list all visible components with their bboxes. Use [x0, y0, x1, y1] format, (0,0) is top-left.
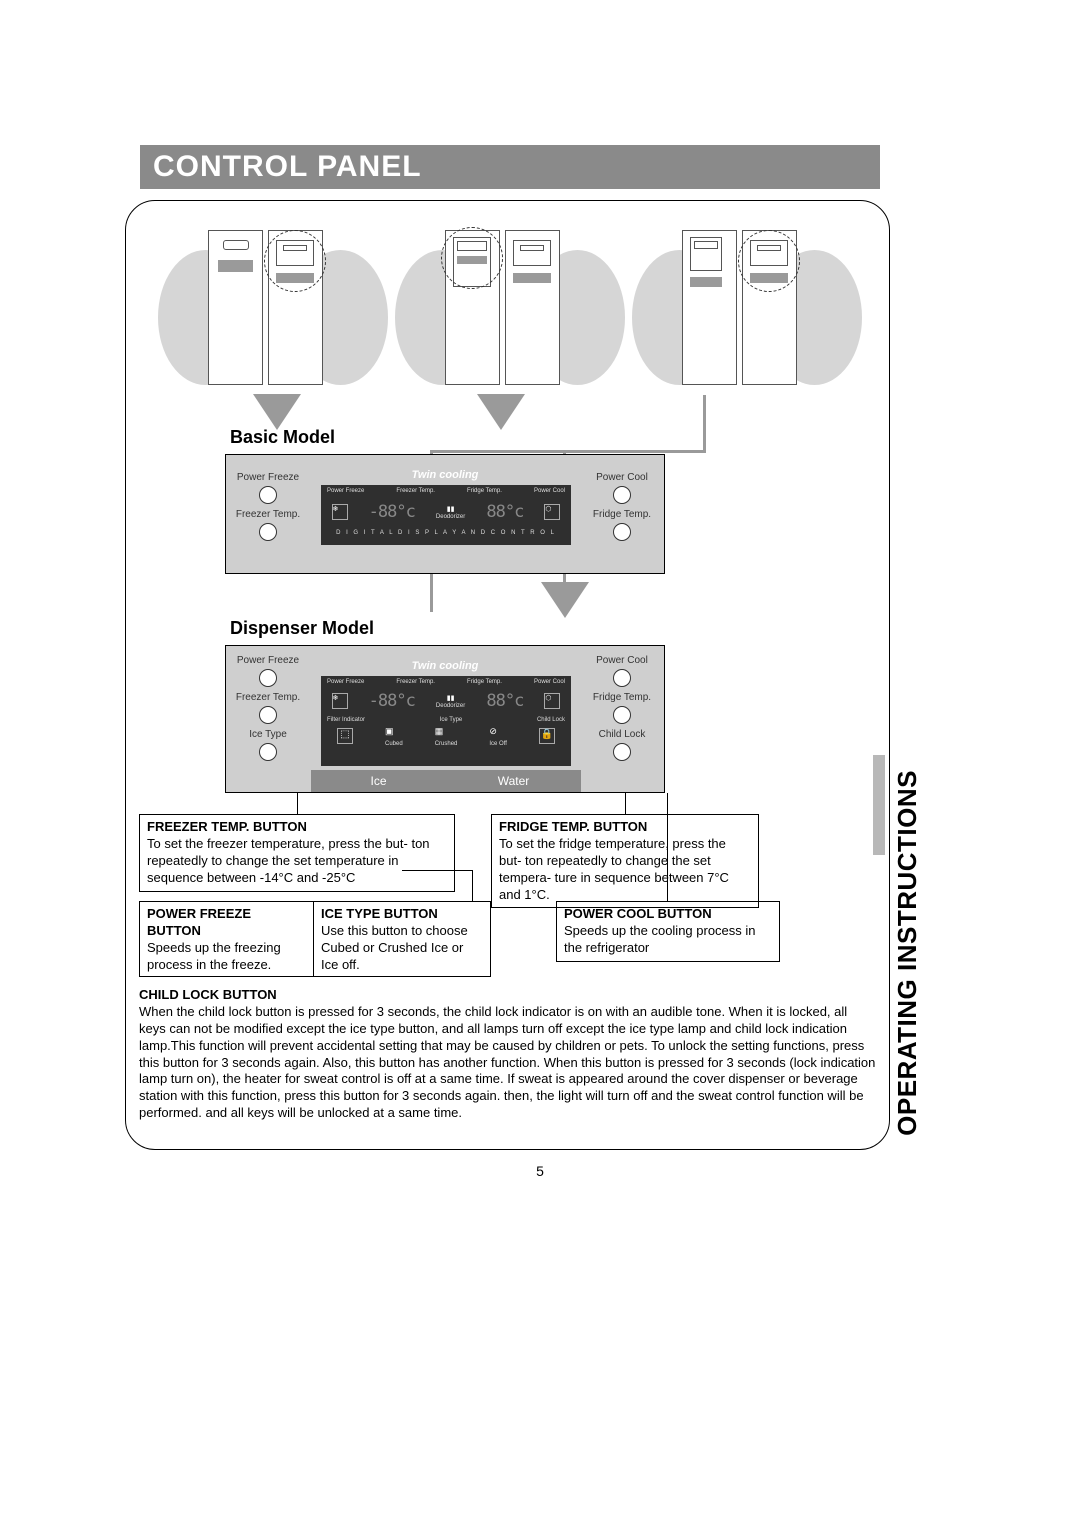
screen-power-freeze: Power Freeze: [327, 488, 364, 494]
box-title: FREEZER TEMP. BUTTON: [147, 819, 447, 836]
digital-display-label: D I G I T A L D I S P L A Y A N D C O N …: [321, 530, 571, 536]
screen-power-cool: Power Cool: [534, 679, 565, 685]
freezer-temp-label: Freezer Temp.: [232, 692, 304, 703]
filter-icon: ⬚: [337, 728, 353, 744]
box-title: CHILD LOCK BUTTON: [139, 987, 877, 1004]
ice-type-label: Ice Type: [232, 729, 304, 740]
screen-power-freeze: Power Freeze: [327, 679, 364, 685]
arrow-down-icon: [477, 394, 525, 430]
fridge-temp-box: FRIDGE TEMP. BUTTON To set the fridge te…: [491, 814, 759, 908]
snowflake-icon: ❄: [332, 693, 348, 709]
power-cool-box: POWER COOL BUTTON Speeds up the cooling …: [556, 901, 780, 962]
fridge-illustration-row: [155, 215, 865, 395]
screen-freezer-temp: Freezer Temp.: [396, 488, 435, 494]
page-number: 5: [0, 1163, 1080, 1179]
child-lock-button[interactable]: [613, 743, 631, 761]
basic-control-panel: Power Freeze Freezer Temp. Power Cool Fr…: [225, 454, 665, 574]
snowflake-icon: ❄: [332, 504, 348, 520]
cool-icon: ⬡: [544, 504, 560, 520]
box-title: ICE TYPE BUTTON: [321, 906, 483, 923]
box-title: POWER COOL BUTTON: [564, 906, 772, 923]
freezer-temp-button[interactable]: [259, 523, 277, 541]
cubed-icon: ▣Cubed: [385, 726, 403, 747]
fridge-temp-label: Fridge Temp.: [586, 692, 658, 703]
box-body: To set the fridge temperature, press the…: [499, 836, 729, 902]
freezer-temp-button[interactable]: [259, 706, 277, 724]
box-title: FRIDGE TEMP. BUTTON: [499, 819, 751, 836]
dispenser-control-panel: Power Freeze Freezer Temp. Ice Type Powe…: [225, 645, 665, 793]
fridge-basic-icon: [168, 215, 378, 395]
basic-model-label: Basic Model: [230, 427, 335, 448]
box-body: When the child lock button is pressed fo…: [139, 1004, 875, 1120]
screen-fridge-temp: Fridge Temp.: [467, 679, 502, 685]
deodorizer-icon: ▮▮Deodorizer: [436, 694, 465, 709]
freezer-temp-label: Freezer Temp.: [232, 509, 304, 520]
fridge-value: 88°c: [486, 502, 523, 522]
screen-fridge-temp: Fridge Temp.: [467, 488, 502, 494]
freezer-value: -88°c: [369, 502, 415, 522]
ice-type-box: ICE TYPE BUTTON Use this button to choos…: [313, 901, 491, 977]
dispenser-display-screen: Power Freeze Freezer Temp. Fridge Temp. …: [321, 676, 571, 766]
child-lock-box: CHILD LOCK BUTTON When the child lock bu…: [139, 987, 877, 1122]
arrow-down-icon: [253, 394, 301, 430]
arrow-down-icon: [541, 582, 589, 618]
twin-cooling-label: Twin cooling: [226, 660, 664, 672]
child-lock-label: Child Lock: [586, 729, 658, 740]
box-body: Speeds up the freezing process in the fr…: [147, 940, 281, 972]
power-freeze-box: POWER FREEZE BUTTON Speeds up the freezi…: [139, 901, 314, 977]
freezer-value: -88°c: [369, 691, 415, 711]
box-body: To set the freezer temperature, press th…: [147, 836, 430, 885]
ice-type-button[interactable]: [259, 743, 277, 761]
freezer-temp-box: FREEZER TEMP. BUTTON To set the freezer …: [139, 814, 455, 892]
connector-line: [667, 793, 668, 901]
basic-display-screen: Power Freeze Freezer Temp. Fridge Temp. …: [321, 485, 571, 545]
fridge-temp-button[interactable]: [613, 523, 631, 541]
fridge-temp-button[interactable]: [613, 706, 631, 724]
box-body: Use this button to choose Cubed or Crush…: [321, 923, 468, 972]
screen-child-lock: Child Lock: [537, 717, 565, 723]
connector-line: [472, 870, 473, 901]
water-label: Water: [446, 770, 581, 792]
lock-icon: 🔒: [539, 728, 555, 744]
fridge-temp-label: Fridge Temp.: [586, 509, 658, 520]
screen-filter: Filter Indicator: [327, 717, 365, 723]
page-title: CONTROL PANEL: [153, 150, 422, 184]
box-body: Speeds up the cooling process in the ref…: [564, 923, 756, 955]
ice-water-bar: Ice Water: [311, 770, 581, 792]
cool-icon: ⬡: [544, 693, 560, 709]
ice-off-icon: ⊘Ice Off: [489, 726, 507, 747]
connector-line: [402, 870, 472, 871]
fridge-display-icon: [642, 215, 852, 395]
deodorizer-icon: ▮▮Deodorizer: [436, 505, 465, 520]
arrow-shaft: [703, 395, 706, 453]
twin-cooling-label: Twin cooling: [226, 469, 664, 481]
dispenser-model-label: Dispenser Model: [230, 618, 374, 639]
power-cool-button[interactable]: [613, 486, 631, 504]
fridge-value: 88°c: [486, 691, 523, 711]
arrow-shaft: [432, 450, 706, 453]
ice-label: Ice: [311, 770, 446, 792]
side-tab-label: OPERATING INSTRUCTIONS: [892, 770, 923, 1136]
screen-ice-type: Ice Type: [440, 717, 463, 723]
box-title: POWER FREEZE BUTTON: [147, 906, 306, 940]
title-bar: CONTROL PANEL: [140, 145, 880, 189]
fridge-dispenser-icon: [405, 215, 615, 395]
connector-line: [297, 793, 298, 814]
page: CONTROL PANEL OPERATING INSTRUCTIONS: [0, 0, 1080, 1528]
connector-line: [625, 793, 626, 814]
power-freeze-button[interactable]: [259, 486, 277, 504]
crushed-icon: ▦Crushed: [435, 726, 458, 747]
screen-freezer-temp: Freezer Temp.: [396, 679, 435, 685]
screen-power-cool: Power Cool: [534, 488, 565, 494]
